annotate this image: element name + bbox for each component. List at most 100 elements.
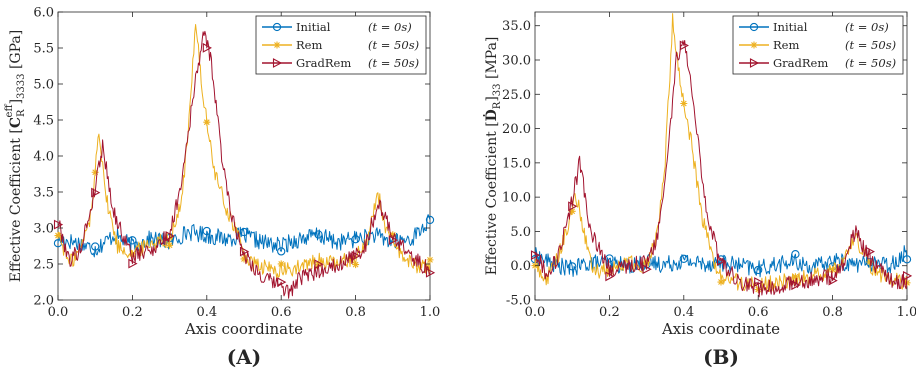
- legend-time: (t = 50s): [845, 56, 896, 70]
- x-tick-label: 1.0: [420, 305, 441, 320]
- series-marker-rem: [166, 241, 174, 249]
- y-tick-label: 30.0: [502, 54, 531, 69]
- series-marker-initial: [314, 230, 323, 239]
- series-marker-gradrem: [388, 235, 398, 246]
- series-marker-gradrem: [314, 259, 324, 270]
- series-marker-gradrem: [202, 42, 212, 53]
- panel-label-b: (B): [703, 345, 739, 369]
- series-marker-initial: [679, 254, 688, 263]
- legend-label: GradRem: [296, 56, 351, 70]
- y-tick-label: 5.0: [510, 225, 531, 240]
- x-tick-label: 0.8: [822, 305, 843, 320]
- y-tick-label: -5.0: [506, 294, 531, 309]
- legend-time: (t = 50s): [845, 38, 896, 52]
- x-tick-label: 0.6: [271, 305, 292, 320]
- series-marker-rem: [277, 260, 285, 268]
- series-marker-gradrem: [642, 264, 652, 275]
- y-tick-label: 25.0: [502, 88, 531, 103]
- legend-label: Rem: [773, 38, 799, 52]
- series-marker-initial: [902, 255, 912, 264]
- series-marker-rem: [54, 232, 62, 240]
- x-tick-label: 0.8: [345, 305, 366, 320]
- series-marker-gradrem: [754, 277, 764, 287]
- series-marker-rem: [91, 168, 99, 176]
- series-line-gradrem: [534, 40, 908, 298]
- y-tick-label: 5.0: [33, 78, 54, 93]
- series-marker-gradrem: [828, 275, 838, 286]
- series-marker-rem: [389, 231, 397, 239]
- legend-marker-gradrem: [749, 58, 760, 68]
- y-tick-label: 5.5: [33, 42, 54, 57]
- series-marker-gradrem: [53, 219, 64, 230]
- y-tick-label: 2.5: [33, 258, 54, 273]
- series-marker-rem: [352, 261, 360, 269]
- series-marker-rem: [791, 273, 799, 281]
- legend-b: Initial (t = 0s) Rem (t = 50s) GradRem (t = 5…: [732, 15, 904, 75]
- series-marker-rem: [643, 258, 651, 266]
- x-axis-label-b: Axis coordinate: [661, 320, 780, 338]
- x-tick-label: 1.0: [897, 305, 916, 320]
- series-marker-gradrem: [679, 40, 689, 51]
- legend-time: (t = 0s): [845, 20, 889, 34]
- series-line-initial: [534, 245, 908, 278]
- series-marker-gradrem: [425, 267, 436, 278]
- panel-b: 0.0 0.2 0.4 0.6 0.8 1.0-5.00.05.010.015.020.0…: [481, 11, 916, 369]
- x-tick-label: 0.2: [122, 305, 143, 320]
- series-line-gradrem: [57, 30, 431, 299]
- series-marker-gradrem: [716, 255, 727, 266]
- series-marker-gradrem: [351, 250, 361, 261]
- series-marker-rem: [829, 266, 837, 274]
- y-tick-label: 15.0: [502, 156, 531, 171]
- y-tick-label: 20.0: [502, 122, 531, 137]
- y-tick-label: 6.0: [33, 6, 54, 21]
- legend-marker-rem: [273, 41, 281, 49]
- legend-marker-gradrem: [272, 58, 283, 68]
- y-tick-label: 4.5: [33, 114, 54, 129]
- series-marker-rem: [128, 250, 136, 258]
- legend-marker-initial: [272, 22, 282, 32]
- series-marker-initial: [91, 242, 100, 251]
- series-marker-gradrem: [865, 246, 875, 257]
- series-marker-gradrem: [902, 270, 913, 281]
- legend-label: GradRem: [773, 56, 828, 70]
- legend-time: (t = 0s): [368, 20, 412, 34]
- y-tick-label: 10.0: [502, 191, 531, 206]
- legend-label: Initial: [773, 20, 808, 34]
- legend-label: Rem: [296, 38, 322, 52]
- series-marker-rem: [426, 256, 434, 264]
- series-marker-initial: [568, 262, 577, 271]
- legend-label: Initial: [296, 20, 331, 34]
- series-marker-initial: [425, 215, 435, 225]
- x-tick-label: 0.2: [599, 305, 620, 320]
- series-marker-initial: [277, 247, 286, 256]
- series-marker-rem: [680, 99, 688, 107]
- y-axis-label-a: Effective Coefficient [CReff]3333 [GPa]: [4, 30, 27, 282]
- series-marker-gradrem: [791, 280, 801, 291]
- y-tick-label: 0.0: [510, 259, 531, 274]
- series-marker-gradrem: [568, 201, 578, 212]
- series-marker-initial: [351, 235, 360, 244]
- y-tick-label: 4.0: [33, 150, 54, 165]
- series-marker-rem: [717, 278, 725, 286]
- x-tick-label: 0.6: [748, 305, 769, 320]
- series-marker-rem: [240, 255, 248, 263]
- series-marker-rem: [568, 207, 576, 215]
- series-marker-gradrem: [128, 258, 138, 269]
- legend-marker-rem: [750, 41, 758, 49]
- series-marker-initial: [202, 226, 211, 236]
- series-marker-initial: [128, 236, 137, 245]
- y-axis-label-b: Effective Coefficient [ḊR]33 [MPa]: [481, 37, 503, 276]
- series-marker-gradrem: [530, 250, 541, 261]
- series-marker-gradrem: [239, 246, 250, 257]
- x-tick-label: 0.4: [673, 305, 694, 320]
- series-marker-initial: [239, 227, 249, 237]
- y-tick-label: 2.0: [33, 294, 54, 309]
- series-marker-initial: [791, 250, 800, 259]
- series-marker-gradrem: [91, 187, 101, 198]
- y-tick-label: 3.0: [33, 222, 54, 237]
- x-tick-label: 0.4: [196, 305, 217, 320]
- legend-time: (t = 50s): [368, 56, 419, 70]
- legend-time: (t = 50s): [368, 38, 419, 52]
- y-tick-label: 3.5: [33, 186, 54, 201]
